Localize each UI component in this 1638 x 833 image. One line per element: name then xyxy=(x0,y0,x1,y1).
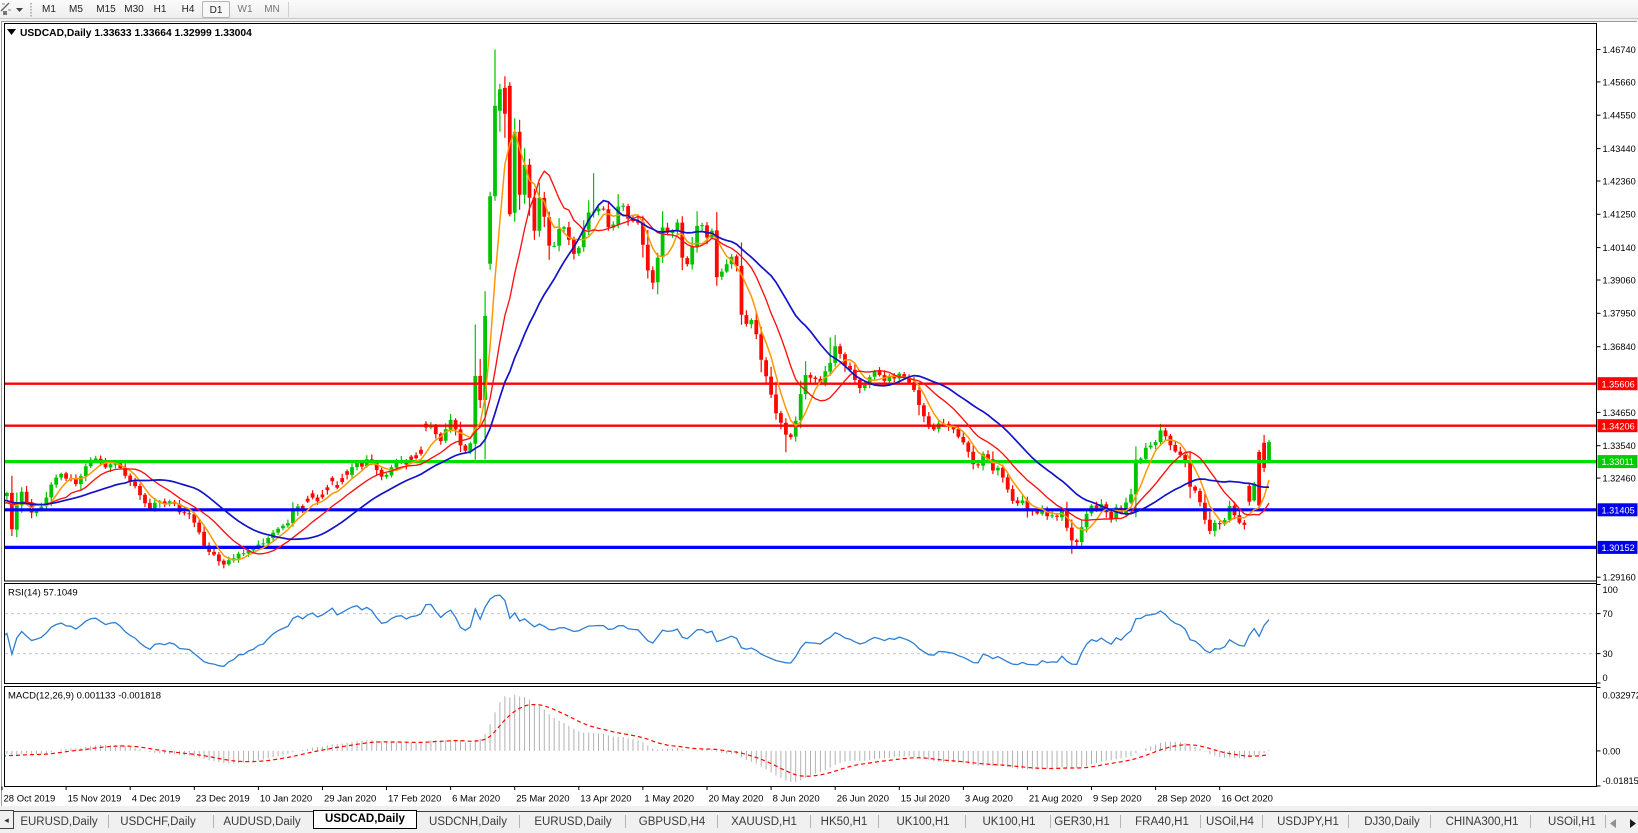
svg-text:1.31405: 1.31405 xyxy=(1602,505,1635,515)
svg-text:1.41250: 1.41250 xyxy=(1603,210,1636,220)
svg-text:1.40140: 1.40140 xyxy=(1603,243,1636,253)
svg-text:1 May 2020: 1 May 2020 xyxy=(644,794,694,805)
svg-text:1.33011: 1.33011 xyxy=(1602,457,1635,467)
svg-text:USDCAD,Daily 1.33633 1.33664: USDCAD,Daily 1.33633 1.33664 1.32999 1.3… xyxy=(20,28,252,39)
svg-text:1.45660: 1.45660 xyxy=(1603,77,1636,87)
svg-text:1.34650: 1.34650 xyxy=(1603,408,1636,418)
svg-text:3 Aug 2020: 3 Aug 2020 xyxy=(965,794,1013,805)
svg-text:8 Jun 2020: 8 Jun 2020 xyxy=(773,794,820,805)
svg-text:1.29160: 1.29160 xyxy=(1603,573,1636,583)
svg-text:23 Dec 2019: 23 Dec 2019 xyxy=(196,794,250,805)
svg-text:70: 70 xyxy=(1603,609,1613,619)
svg-text:28 Oct 2019: 28 Oct 2019 xyxy=(4,794,56,805)
svg-text:1.33540: 1.33540 xyxy=(1603,441,1636,451)
svg-text:25 Mar 2020: 25 Mar 2020 xyxy=(516,794,569,805)
svg-text:1.37950: 1.37950 xyxy=(1603,309,1636,319)
svg-text:10 Jan 2020: 10 Jan 2020 xyxy=(260,794,312,805)
svg-text:1.43440: 1.43440 xyxy=(1603,144,1636,154)
svg-text:15 Nov 2019: 15 Nov 2019 xyxy=(68,794,122,805)
svg-text:1.36840: 1.36840 xyxy=(1603,342,1636,352)
svg-text:28 Sep 2020: 28 Sep 2020 xyxy=(1157,794,1211,805)
svg-text:9 Sep 2020: 9 Sep 2020 xyxy=(1093,794,1142,805)
svg-text:RSI(14) 57.1049: RSI(14) 57.1049 xyxy=(8,588,78,599)
svg-text:17 Feb 2020: 17 Feb 2020 xyxy=(388,794,441,805)
svg-text:30: 30 xyxy=(1603,649,1613,659)
svg-text:26 Jun 2020: 26 Jun 2020 xyxy=(837,794,889,805)
svg-text:0: 0 xyxy=(1603,673,1608,683)
svg-text:16 Oct 2020: 16 Oct 2020 xyxy=(1221,794,1273,805)
svg-text:29 Jan 2020: 29 Jan 2020 xyxy=(324,794,376,805)
svg-text:1.46740: 1.46740 xyxy=(1603,45,1636,55)
svg-text:1.44550: 1.44550 xyxy=(1603,111,1636,121)
svg-text:1.39060: 1.39060 xyxy=(1603,275,1636,285)
svg-text:15 Jul 2020: 15 Jul 2020 xyxy=(901,794,950,805)
svg-text:100: 100 xyxy=(1603,585,1618,595)
svg-text:13 Apr 2020: 13 Apr 2020 xyxy=(580,794,631,805)
svg-text:6 Mar 2020: 6 Mar 2020 xyxy=(452,794,500,805)
svg-text:1.32460: 1.32460 xyxy=(1603,474,1636,484)
svg-text:-0.018154: -0.018154 xyxy=(1603,776,1638,786)
svg-text:4 Dec 2019: 4 Dec 2019 xyxy=(132,794,181,805)
svg-text:1.30152: 1.30152 xyxy=(1602,543,1635,553)
svg-text:1.42360: 1.42360 xyxy=(1603,176,1636,186)
svg-text:1.34206: 1.34206 xyxy=(1602,421,1635,431)
svg-text:1.35606: 1.35606 xyxy=(1602,379,1635,389)
svg-text:0.032972: 0.032972 xyxy=(1603,690,1638,700)
svg-text:21 Aug 2020: 21 Aug 2020 xyxy=(1029,794,1082,805)
svg-text:MACD(12,26,9) 0.001133 -0.0018: MACD(12,26,9) 0.001133 -0.001818 xyxy=(8,691,161,702)
svg-text:20 May 2020: 20 May 2020 xyxy=(709,794,764,805)
svg-text:0.00: 0.00 xyxy=(1603,746,1621,756)
